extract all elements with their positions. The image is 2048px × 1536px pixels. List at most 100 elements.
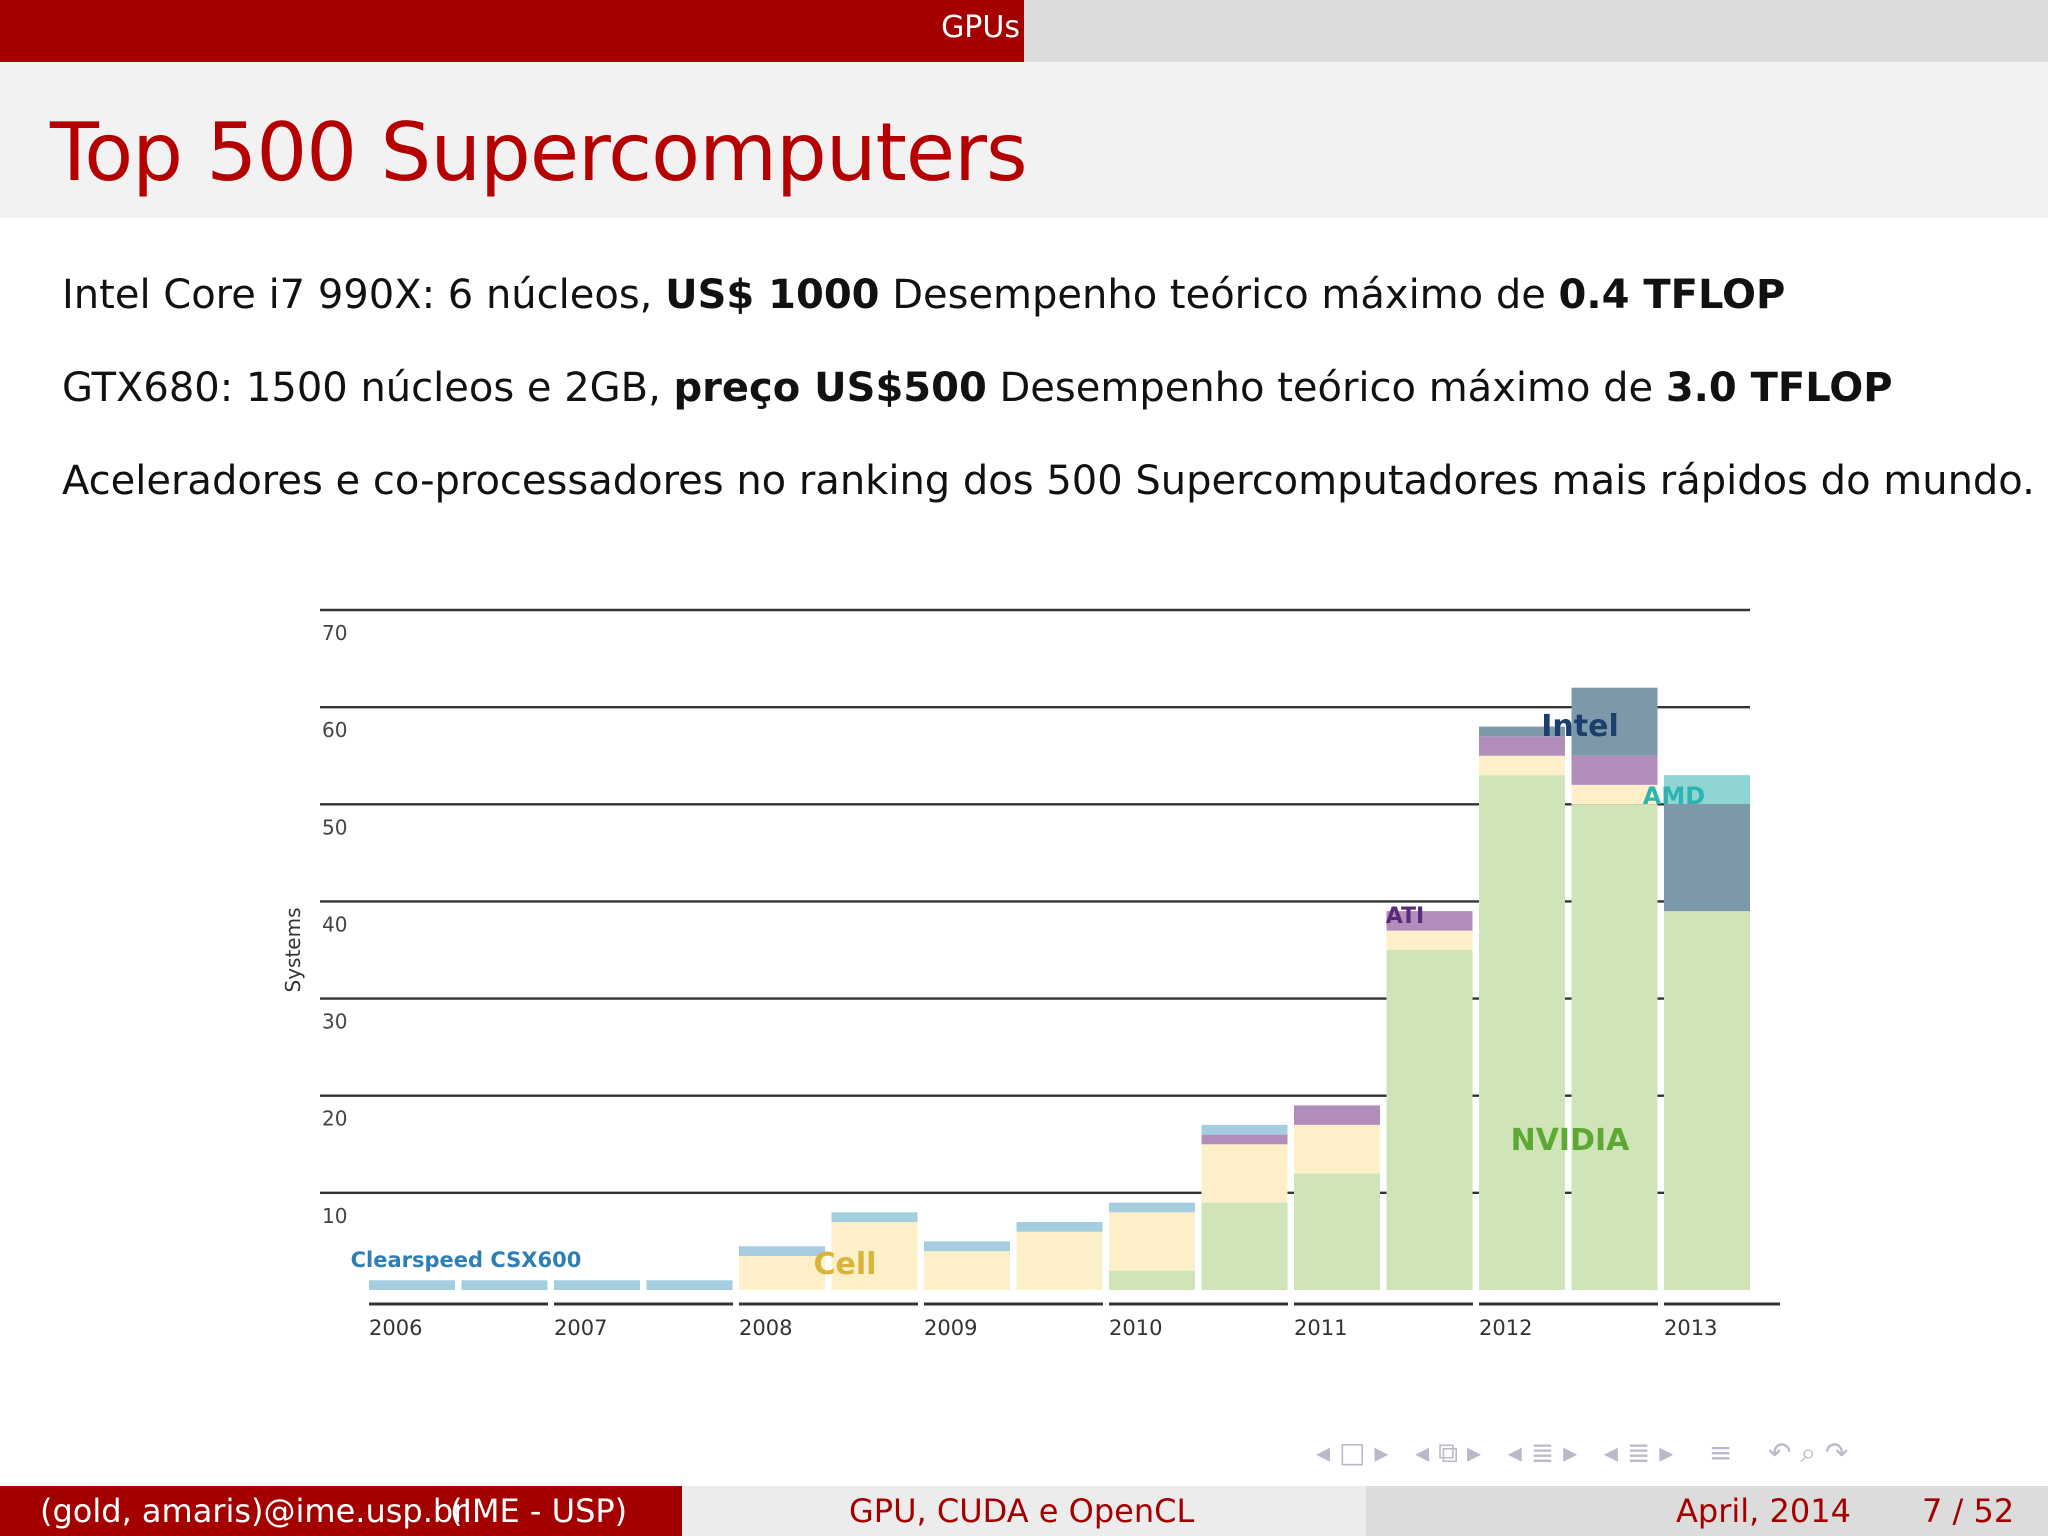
- bar-5-segment-1: [831, 1212, 918, 1222]
- bar-11-segment-0: [1386, 950, 1473, 1290]
- frame-next-icon[interactable]: ▸: [1374, 1436, 1389, 1469]
- search-icon[interactable]: ⌕: [1800, 1436, 1817, 1469]
- header-right: [1024, 0, 2048, 62]
- section-label[interactable]: GPUs: [941, 10, 1020, 45]
- x-tick-2013: 2013: [1664, 1316, 1717, 1340]
- footer-institute: (IME - USP): [450, 1492, 628, 1530]
- bar-3-segment-0: [646, 1280, 733, 1290]
- bar-9-segment-3: [1201, 1124, 1288, 1135]
- section-prev-icon[interactable]: ◂: [1507, 1436, 1522, 1469]
- y-tick-30: 30: [322, 1010, 347, 1034]
- body-line-2: GTX680: 1500 núcleos e 2GB, preço US$500…: [62, 365, 1893, 411]
- subsection-next-icon[interactable]: ▸: [1466, 1436, 1482, 1469]
- series-annotation-4: AMD: [1643, 782, 1705, 810]
- bar-13-segment-3: [1571, 687, 1658, 756]
- bar-1-segment-0: [461, 1280, 548, 1290]
- bar-7-segment-1: [1016, 1222, 1103, 1232]
- beamer-navigation: ◂ □ ▸ ◂ ⧉ ▸ ◂ ≣ ▸ ◂ ≣ ▸ ≡ ↶ ⌕ ↷: [1316, 1436, 1848, 1476]
- subsubsection-prev-icon[interactable]: ◂: [1603, 1436, 1618, 1469]
- series-annotation-1: Cell: [814, 1247, 877, 1282]
- bar-10-segment-0: [1294, 1173, 1380, 1290]
- y-tick-10: 10: [322, 1204, 347, 1228]
- series-annotation-2: ATI: [1386, 904, 1425, 929]
- footer-date: April, 2014: [1676, 1492, 1851, 1530]
- footer-bar: (gold, amaris)@ime.usp.br (IME - USP) GP…: [0, 1486, 2048, 1536]
- bar-5-segment-0: [831, 1222, 918, 1290]
- bar-9-segment-1: [1201, 1144, 1288, 1203]
- bar-14-segment-1: [1664, 804, 1750, 912]
- bar-8-segment-1: [1109, 1212, 1195, 1271]
- x-tick-2008: 2008: [739, 1316, 792, 1340]
- line2-tflop: 3.0 TFLOP: [1665, 365, 1893, 411]
- y-tick-20: 20: [322, 1107, 347, 1131]
- bar-13-segment-2: [1571, 755, 1658, 785]
- bar-8-segment-0: [1109, 1270, 1195, 1290]
- bar-7-segment-0: [1016, 1231, 1103, 1290]
- bar-11-segment-1: [1386, 930, 1473, 950]
- line2-text-a: GTX680: 1500 núcleos e 2GB,: [62, 365, 674, 411]
- title-bar: Top 500 Supercomputers: [0, 62, 2048, 218]
- back-icon[interactable]: ↶: [1767, 1436, 1792, 1469]
- line2-text-c: Desempenho teórico máximo de: [986, 365, 1666, 411]
- forward-icon[interactable]: ↷: [1824, 1436, 1849, 1469]
- y-tick-70: 70: [322, 621, 347, 645]
- bar-9-segment-2: [1201, 1134, 1288, 1145]
- bar-14-segment-0: [1664, 911, 1750, 1290]
- x-tick-2010: 2010: [1109, 1316, 1162, 1340]
- series-annotation-5: NVIDIA: [1511, 1123, 1631, 1158]
- bar-12-segment-1: [1479, 755, 1565, 776]
- section-next-icon[interactable]: ▸: [1563, 1436, 1578, 1469]
- x-tick-2007: 2007: [554, 1316, 607, 1340]
- x-tick-2009: 2009: [924, 1316, 977, 1340]
- frame-prev-icon[interactable]: ◂: [1316, 1436, 1331, 1469]
- header-bar: GPUs: [0, 0, 2048, 62]
- subsubsection-next-icon[interactable]: ▸: [1659, 1436, 1674, 1469]
- bar-14-segment-2: [1664, 775, 1750, 805]
- bar-2-segment-0: [554, 1280, 640, 1290]
- accelerators-chart: 10 20 30 40 50 60 70 Systems 2006 2007 2008 2009 201…: [281, 608, 1780, 1340]
- series-annotation-3: Intel: [1541, 709, 1619, 744]
- section-icon[interactable]: ≣: [1530, 1436, 1555, 1469]
- footer-authors: (gold, amaris)@ime.usp.br: [40, 1492, 467, 1530]
- bar-4-segment-1: [739, 1246, 825, 1256]
- bar-10-segment-2: [1294, 1105, 1380, 1125]
- x-tick-2011: 2011: [1294, 1316, 1347, 1340]
- bar-6-segment-0: [924, 1251, 1010, 1290]
- toc-icon[interactable]: ≡: [1708, 1436, 1733, 1469]
- bar-0-segment-0: [369, 1280, 455, 1290]
- y-tick-50: 50: [322, 815, 347, 839]
- subsubsection-icon[interactable]: ≣: [1626, 1436, 1651, 1469]
- bar-13-segment-0: [1571, 804, 1658, 1290]
- footer-page-number[interactable]: 7 / 52: [1922, 1492, 2015, 1530]
- subsection-icon[interactable]: ⧉: [1438, 1436, 1459, 1469]
- line1-tflop: 0.4 TFLOP: [1558, 272, 1786, 318]
- body-line-3: Aceleradores e co-processadores no ranki…: [62, 458, 2035, 504]
- series-annotation-0: Clearspeed CSX600: [351, 1248, 582, 1272]
- bar-12-segment-2: [1479, 736, 1565, 756]
- bar-10-segment-1: [1294, 1124, 1380, 1174]
- footer-right: April, 2014 7 / 52: [1366, 1486, 2048, 1536]
- bar-8-segment-2: [1109, 1202, 1195, 1213]
- y-tick-40: 40: [322, 912, 347, 936]
- body-line-1: Intel Core i7 990X: 6 núcleos, US$ 1000 …: [62, 272, 1785, 318]
- frame-icon[interactable]: □: [1338, 1436, 1366, 1469]
- y-axis-label: Systems: [281, 908, 305, 993]
- header-left: GPUs: [0, 0, 1024, 62]
- x-tick-2012: 2012: [1479, 1316, 1532, 1340]
- bar-12-segment-3: [1479, 726, 1565, 737]
- slide-title: Top 500 Supercomputers: [50, 106, 1028, 199]
- line1-text-c: Desempenho teórico máximo de: [879, 272, 1559, 318]
- x-tick-2006: 2006: [369, 1316, 422, 1340]
- footer-center: GPU, CUDA e OpenCL: [682, 1486, 1366, 1536]
- line2-price: preço US$500: [673, 365, 987, 411]
- line1-text-a: Intel Core i7 990X: 6 núcleos,: [62, 272, 666, 318]
- y-tick-60: 60: [322, 718, 347, 742]
- bar-11-segment-2: [1386, 911, 1473, 931]
- bar-9-segment-0: [1201, 1202, 1288, 1290]
- subsection-prev-icon[interactable]: ◂: [1415, 1436, 1430, 1469]
- line1-price: US$ 1000: [665, 272, 880, 318]
- bar-4-segment-0: [739, 1256, 825, 1290]
- footer-talk-title: GPU, CUDA e OpenCL: [849, 1492, 1195, 1530]
- bar-12-segment-0: [1479, 775, 1565, 1290]
- bar-6-segment-1: [924, 1241, 1010, 1252]
